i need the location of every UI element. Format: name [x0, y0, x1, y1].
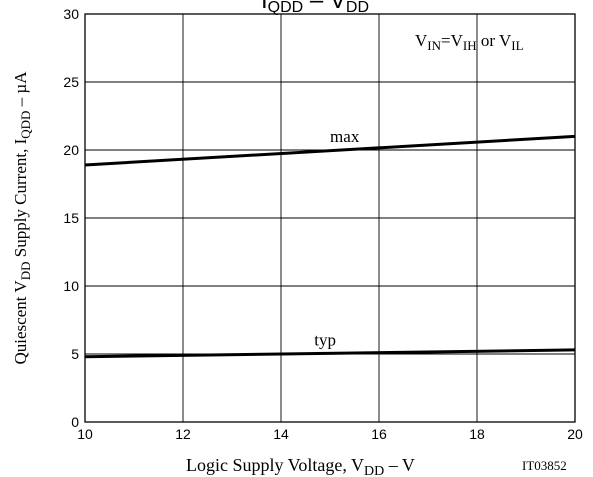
y-tick-label: 30: [63, 6, 79, 22]
y-axis-ticks: 0 5 10 15 20 25 30: [63, 6, 79, 430]
x-axis-label: Logic Supply Voltage, VDD – V: [186, 455, 415, 477]
x-tick-label: 18: [469, 426, 485, 442]
y-tick-label: 15: [63, 210, 79, 226]
grid: [85, 14, 575, 422]
series-labels: max typ: [314, 127, 360, 350]
x-tick-label: 12: [175, 426, 191, 442]
x-tick-label: 10: [77, 426, 93, 442]
series-line-typ: [84, 348, 576, 359]
series-line-max: [84, 134, 576, 167]
x-axis-ticks: 10 12 14 16 18 20: [77, 426, 583, 442]
chart-title: IQDD – VDD: [261, 0, 369, 16]
y-tick-label: 10: [63, 278, 79, 294]
series-label-typ: typ: [314, 330, 336, 349]
series-group: [84, 134, 576, 359]
y-tick-label: 20: [63, 142, 79, 158]
y-tick-label: 5: [71, 346, 79, 362]
y-tick-label: 25: [63, 74, 79, 90]
x-tick-label: 20: [567, 426, 583, 442]
y-axis-label: Quiescent VDD Supply Current, IQDD – µA: [11, 71, 33, 365]
y-tick-label: 0: [71, 414, 79, 430]
figure-code: IT03852: [522, 458, 567, 473]
series-label-max: max: [330, 127, 360, 146]
x-tick-label: 14: [273, 426, 289, 442]
condition-annotation: VIN=VIH or VIL: [415, 31, 524, 53]
x-tick-label: 16: [371, 426, 387, 442]
